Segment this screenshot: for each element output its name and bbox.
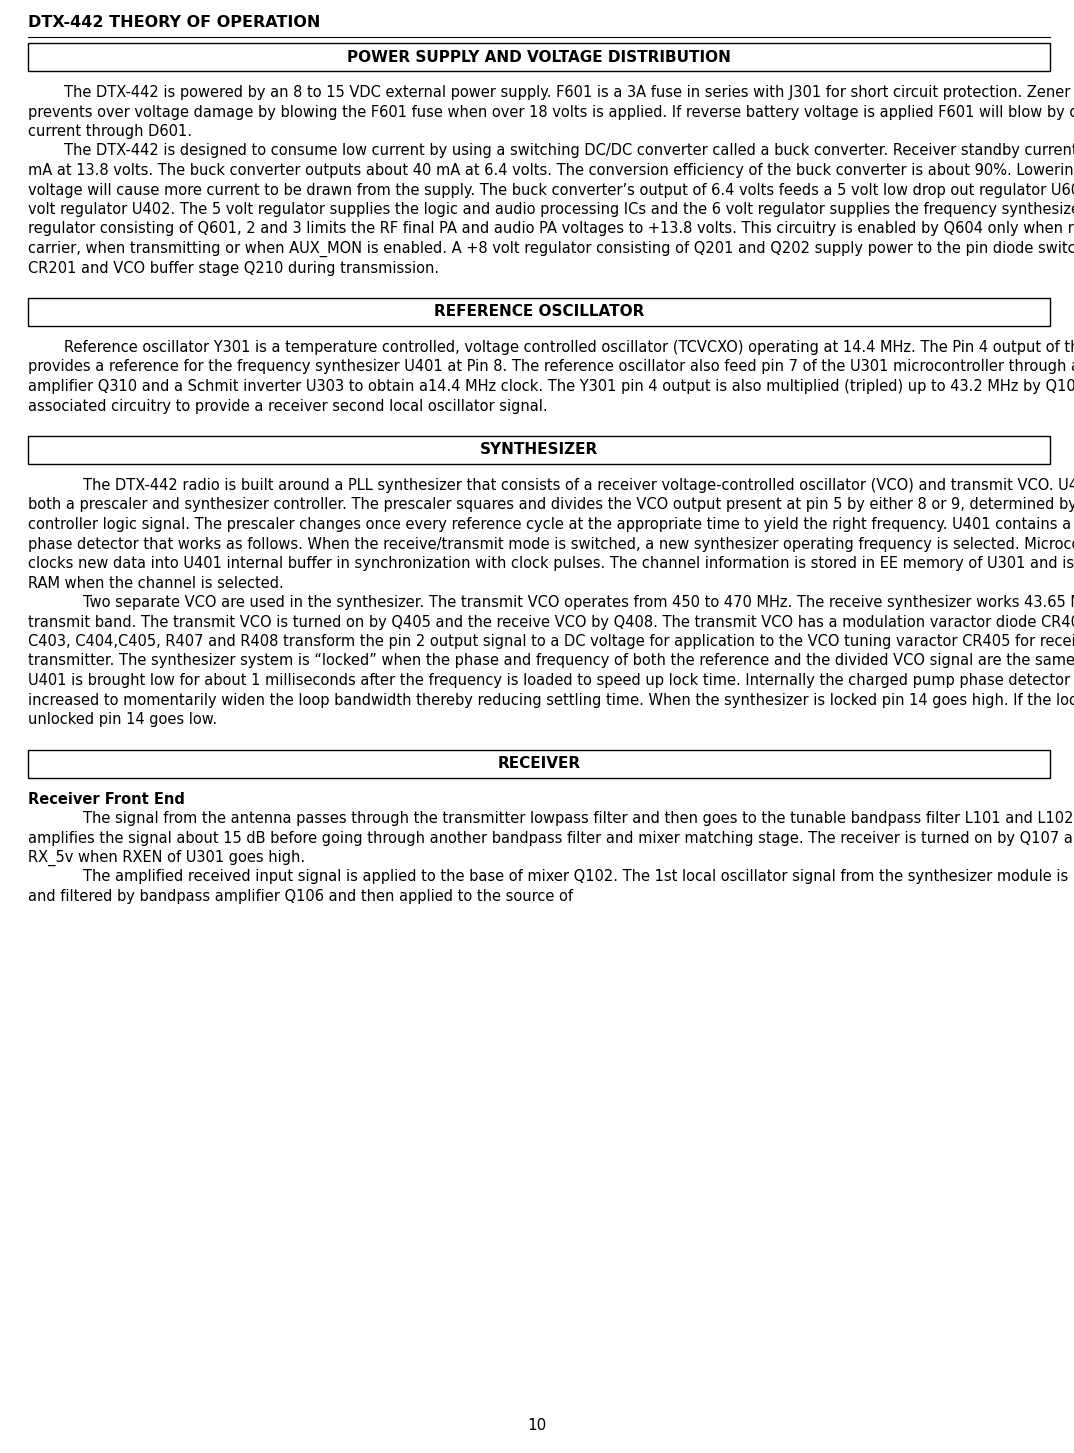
- Text: RECEIVER: RECEIVER: [497, 756, 581, 772]
- Text: SYNTHESIZER: SYNTHESIZER: [480, 443, 598, 458]
- Text: regulator consisting of Q601, 2 and 3 limits the RF final PA and audio PA voltag: regulator consisting of Q601, 2 and 3 li…: [28, 221, 1074, 237]
- Text: RAM when the channel is selected.: RAM when the channel is selected.: [28, 575, 284, 590]
- Text: RX_5v when RXEN of U301 goes high.: RX_5v when RXEN of U301 goes high.: [28, 850, 305, 866]
- Text: The DTX-442 is powered by an 8 to 15 VDC external power supply. F601 is a 3A fus: The DTX-442 is powered by an 8 to 15 VDC…: [64, 84, 1074, 100]
- Text: and filtered by bandpass amplifier Q106 and then applied to the source of: and filtered by bandpass amplifier Q106 …: [28, 889, 574, 904]
- Bar: [28, 44, 1050, 71]
- Text: CR201 and VCO buffer stage Q210 during transmission.: CR201 and VCO buffer stage Q210 during t…: [28, 260, 439, 276]
- Text: prevents over voltage damage by blowing the F601 fuse when over 18 volts is appl: prevents over voltage damage by blowing …: [28, 105, 1074, 119]
- Text: both a prescaler and synthesizer controller. The prescaler squares and divides t: both a prescaler and synthesizer control…: [28, 497, 1074, 513]
- Text: U401 is brought low for about 1 milliseconds after the frequency is loaded to sp: U401 is brought low for about 1 millisec…: [28, 673, 1074, 689]
- Text: associated circuitry to provide a receiver second local oscillator signal.: associated circuitry to provide a receiv…: [28, 398, 548, 414]
- Text: mA at 13.8 volts. The buck converter outputs about 40 mA at 6.4 volts. The conve: mA at 13.8 volts. The buck converter out…: [28, 163, 1074, 179]
- Text: increased to momentarily widen the loop bandwidth thereby reducing settling time: increased to momentarily widen the loop …: [28, 693, 1074, 708]
- Text: 10: 10: [527, 1418, 547, 1433]
- Text: unlocked pin 14 goes low.: unlocked pin 14 goes low.: [28, 712, 217, 726]
- Text: controller logic signal. The prescaler changes once every reference cycle at the: controller logic signal. The prescaler c…: [28, 517, 1074, 532]
- Text: amplifies the signal about 15 dB before going through another bandpass filter an: amplifies the signal about 15 dB before …: [28, 831, 1074, 846]
- Text: transmitter. The synthesizer system is “locked” when the phase and frequency of : transmitter. The synthesizer system is “…: [28, 654, 1074, 668]
- Text: carrier, when transmitting or when AUX_MON is enabled. A +8 volt regulator consi: carrier, when transmitting or when AUX_M…: [28, 241, 1074, 257]
- Text: amplifier Q310 and a Schmit inverter U303 to obtain a14.4 MHz clock. The Y301 pi: amplifier Q310 and a Schmit inverter U30…: [28, 379, 1074, 394]
- Text: DTX-442 THEORY OF OPERATION: DTX-442 THEORY OF OPERATION: [28, 15, 320, 31]
- Text: Reference oscillator Y301 is a temperature controlled, voltage controlled oscill: Reference oscillator Y301 is a temperatu…: [64, 340, 1074, 355]
- Text: C403, C404,C405, R407 and R408 transform the pin 2 output signal to a DC voltage: C403, C404,C405, R407 and R408 transform…: [28, 634, 1074, 649]
- Bar: [28, 750, 1050, 777]
- Text: transmit band. The transmit VCO is turned on by Q405 and the receive VCO by Q408: transmit band. The transmit VCO is turne…: [28, 615, 1074, 629]
- Text: The signal from the antenna passes through the transmitter lowpass filter and th: The signal from the antenna passes throu…: [83, 811, 1074, 825]
- Bar: [28, 298, 1050, 325]
- Text: Receiver Front End: Receiver Front End: [28, 792, 185, 806]
- Text: POWER SUPPLY AND VOLTAGE DISTRIBUTION: POWER SUPPLY AND VOLTAGE DISTRIBUTION: [347, 49, 731, 64]
- Text: clocks new data into U401 internal buffer in synchronization with clock pulses. : clocks new data into U401 internal buffe…: [28, 556, 1074, 571]
- Bar: [28, 436, 1050, 464]
- Text: voltage will cause more current to be drawn from the supply. The buck converter’: voltage will cause more current to be dr…: [28, 183, 1074, 198]
- Text: current through D601.: current through D601.: [28, 124, 192, 139]
- Text: phase detector that works as follows. When the receive/transmit mode is switched: phase detector that works as follows. Wh…: [28, 536, 1074, 552]
- Text: The DTX-442 radio is built around a PLL synthesizer that consists of a receiver : The DTX-442 radio is built around a PLL …: [83, 478, 1074, 493]
- Text: provides a reference for the frequency synthesizer U401 at Pin 8. The reference : provides a reference for the frequency s…: [28, 359, 1074, 375]
- Text: The amplified received input signal is applied to the base of mixer Q102. The 1s: The amplified received input signal is a…: [83, 869, 1074, 885]
- Text: REFERENCE OSCILLATOR: REFERENCE OSCILLATOR: [434, 305, 644, 320]
- Text: volt regulator U402. The 5 volt regulator supplies the logic and audio processin: volt regulator U402. The 5 volt regulato…: [28, 202, 1074, 216]
- Text: Two separate VCO are used in the synthesizer. The transmit VCO operates from 450: Two separate VCO are used in the synthes…: [83, 594, 1074, 610]
- Text: The DTX-442 is designed to consume low current by using a switching DC/DC conver: The DTX-442 is designed to consume low c…: [64, 144, 1074, 158]
